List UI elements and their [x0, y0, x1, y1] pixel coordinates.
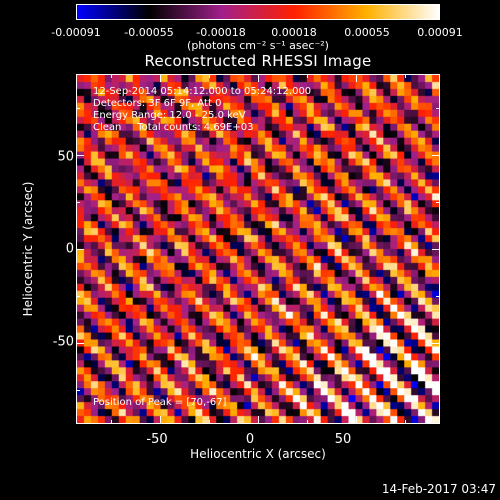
- timestamp: 14-Feb-2017 03:47: [381, 482, 496, 496]
- x-tick-label: 0: [245, 432, 255, 447]
- colorbar-tick: 0.00055: [344, 26, 390, 39]
- x-tick-mark: [209, 420, 211, 424]
- y-tick-mark: [76, 390, 80, 392]
- annotation-energy: Energy Range: 12.0 - 25.0 keV: [93, 110, 246, 121]
- x-tick-mark: [355, 416, 357, 424]
- y-tick-mark: [436, 201, 440, 203]
- colorbar-tick: -0.00091: [51, 26, 101, 39]
- colorbar-tick: -0.00055: [124, 26, 174, 39]
- x-tick-mark: [258, 74, 259, 82]
- annotation-time: 12-Sep-2014 05:14:12.000 to 05:24:12.000: [93, 86, 312, 97]
- x-tick-label: 50: [334, 432, 352, 447]
- annotation-peak: Position of Peak = [70,-67]: [93, 397, 227, 408]
- annotation-detectors: Detectors: 3F 6F 9F, Att 0: [93, 98, 222, 109]
- y-tick-label: -50: [52, 334, 74, 350]
- x-tick-mark: [111, 74, 113, 78]
- y-tick-mark: [436, 296, 440, 298]
- y-tick-mark: [76, 249, 84, 250]
- y-tick-mark: [76, 296, 80, 298]
- x-tick-mark: [404, 74, 406, 78]
- x-tick-mark: [306, 74, 308, 78]
- x-tick-mark: [111, 420, 113, 424]
- y-tick-mark: [432, 154, 440, 156]
- x-tick-mark: [404, 420, 406, 424]
- y-axis-label: Heliocentric Y (arcsec): [21, 181, 35, 317]
- x-tick-mark: [306, 420, 308, 424]
- colorbar-tick: -0.00018: [196, 26, 246, 39]
- x-axis-label: Heliocentric X (arcsec): [190, 447, 326, 461]
- heatmap-image: [77, 75, 439, 423]
- annotation-counts: Clean Total counts: 4.69E+03: [93, 122, 254, 133]
- colorbar-units: (photons cm⁻² s⁻¹ asec⁻²): [187, 39, 329, 52]
- y-tick-mark: [76, 343, 84, 345]
- y-tick-label: 50: [57, 149, 74, 165]
- x-tick-mark: [209, 74, 211, 78]
- y-tick-label: 0: [65, 241, 74, 257]
- colorbar: [76, 4, 440, 20]
- y-tick-mark: [436, 390, 440, 392]
- plot-area: 12-Sep-2014 05:14:12.000 to 05:24:12.000…: [76, 74, 440, 424]
- y-tick-mark: [76, 201, 80, 203]
- x-tick-mark: [355, 74, 357, 82]
- colorbar-tick: 0.00018: [271, 26, 317, 39]
- x-tick-label: -50: [146, 432, 168, 447]
- y-tick-mark: [436, 107, 440, 109]
- x-tick-mark: [160, 74, 162, 82]
- x-tick-mark: [160, 416, 162, 424]
- colorbar-tick: 0.00091: [417, 26, 463, 39]
- x-tick-mark: [258, 416, 259, 424]
- y-tick-mark: [432, 249, 440, 250]
- y-tick-mark: [76, 107, 80, 109]
- y-tick-mark: [432, 343, 440, 345]
- chart-title: Reconstructed RHESSI Image: [144, 52, 372, 70]
- y-tick-mark: [76, 154, 84, 156]
